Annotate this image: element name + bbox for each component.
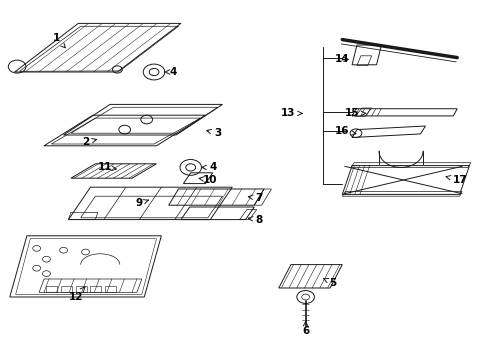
Text: 10: 10 — [199, 175, 217, 185]
Bar — [46, 286, 57, 292]
Text: 5: 5 — [323, 278, 335, 288]
Text: 2: 2 — [82, 137, 96, 147]
Bar — [90, 286, 101, 292]
Bar — [61, 286, 72, 292]
Text: 16: 16 — [334, 126, 355, 136]
Text: 8: 8 — [248, 215, 262, 225]
Text: 4: 4 — [202, 162, 216, 172]
Text: 14: 14 — [334, 54, 349, 64]
Text: 17: 17 — [445, 175, 466, 185]
Bar — [76, 286, 86, 292]
Text: 12: 12 — [68, 287, 85, 302]
Text: 9: 9 — [136, 198, 148, 208]
Text: 1: 1 — [53, 33, 65, 48]
Text: 4: 4 — [164, 67, 177, 77]
Text: 6: 6 — [302, 321, 308, 336]
Text: 15: 15 — [344, 108, 365, 118]
Text: 13: 13 — [281, 108, 302, 118]
Text: 7: 7 — [248, 193, 263, 203]
Text: 11: 11 — [98, 162, 116, 172]
Bar — [105, 286, 116, 292]
Text: 3: 3 — [206, 128, 221, 138]
